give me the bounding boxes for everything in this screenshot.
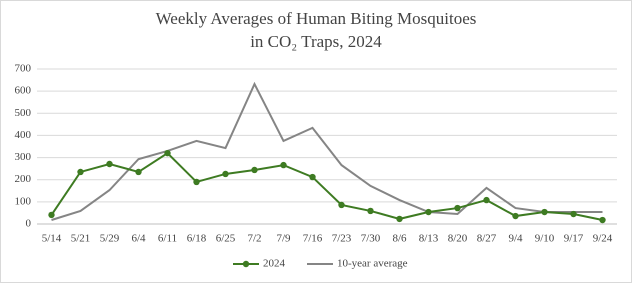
x-tick-label: 5/21 [71, 233, 91, 245]
x-tick-label: 9/4 [508, 233, 523, 245]
x-tick-label: 6/18 [187, 233, 207, 245]
point [164, 149, 171, 157]
x-tick-label: 5/29 [100, 233, 120, 245]
point [367, 207, 374, 215]
y-tick-label: 100 [15, 195, 32, 207]
point [222, 170, 229, 178]
point [512, 212, 519, 220]
x-tick-label: 6/25 [216, 233, 236, 245]
y-tick-label: 700 [15, 63, 32, 75]
legend-marker [242, 260, 250, 268]
chart-border [0, 0, 632, 283]
point [309, 173, 316, 181]
x-tick-label: 9/17 [564, 233, 584, 245]
point [77, 168, 84, 176]
y-tick-label: 300 [15, 151, 32, 163]
point [48, 211, 55, 219]
point [135, 168, 142, 176]
x-tick-label: 7/16 [303, 233, 323, 245]
chart-title: Weekly Averages of Human Biting Mosquito… [156, 9, 477, 28]
point [570, 210, 577, 218]
legend-label: 10-year average [337, 258, 408, 270]
point [483, 196, 490, 204]
point [106, 160, 113, 168]
x-tick-label: 6/4 [131, 233, 146, 245]
series-line [50, 151, 603, 221]
point [541, 208, 548, 216]
x-tick-label: 6/11 [158, 233, 177, 245]
x-tick-label: 9/24 [593, 233, 613, 245]
point [396, 215, 403, 223]
legend-label: 2024 [263, 258, 286, 270]
point [338, 201, 345, 209]
y-tick-label: 200 [15, 173, 32, 185]
x-tick-label: 7/2 [247, 233, 261, 245]
chart-title: in CO₂ Traps, 2024 [250, 32, 382, 51]
x-tick-label: 9/10 [535, 233, 555, 245]
y-tick-label: 400 [15, 129, 32, 141]
series-line [51, 81, 603, 221]
point [454, 204, 461, 212]
point [193, 178, 200, 186]
y-tick-label: 0 [26, 218, 32, 230]
point [425, 208, 432, 216]
x-tick-label: 8/20 [448, 233, 468, 245]
x-tick-label: 7/9 [276, 233, 291, 245]
x-tick-label: 7/30 [361, 233, 381, 245]
y-tick-label: 600 [15, 85, 32, 97]
y-tick-label: 500 [15, 107, 32, 119]
point [251, 166, 258, 174]
x-tick-label: 7/23 [332, 233, 352, 245]
point [280, 161, 287, 169]
point [599, 216, 606, 224]
x-tick-label: 5/14 [42, 233, 62, 245]
x-tick-label: 8/6 [392, 233, 407, 245]
x-tick-label: 8/13 [419, 233, 439, 245]
x-tick-label: 8/27 [477, 233, 497, 245]
